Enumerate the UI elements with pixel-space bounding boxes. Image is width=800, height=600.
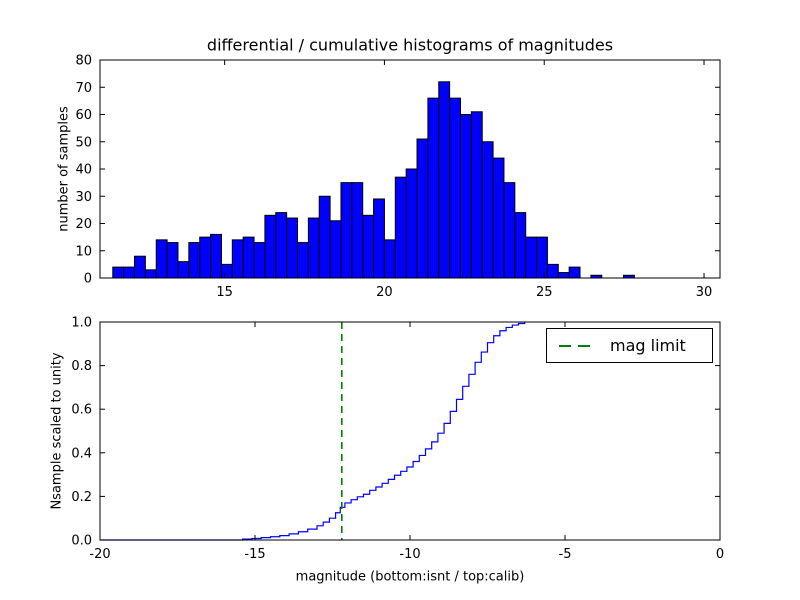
legend: mag limit [546, 328, 713, 363]
x-tick-label: -10 [399, 547, 420, 562]
histogram-bar [177, 261, 190, 279]
top-y-axis-label: number of samples [56, 106, 72, 232]
y-tick-label: 40 [75, 163, 92, 178]
histogram-bar [275, 212, 288, 279]
x-tick-label: 15 [216, 285, 233, 300]
histogram-bar [546, 263, 559, 279]
histogram-bar [318, 195, 331, 279]
x-tick-label: 0 [716, 547, 724, 562]
histogram-bar [329, 220, 342, 279]
x-tick-label: 20 [376, 285, 393, 300]
histogram-bar [231, 239, 244, 279]
histogram-bar [307, 217, 320, 279]
y-tick-label: 50 [75, 135, 92, 150]
histogram-bar [557, 272, 570, 279]
histogram-bar [514, 212, 527, 279]
legend-label: mag limit [610, 336, 686, 355]
histogram-bar [134, 255, 146, 279]
histogram-bar [394, 176, 407, 279]
histogram-bar [351, 182, 364, 279]
histogram-bar [112, 266, 125, 279]
histogram-bar [416, 138, 429, 279]
histogram-bar [470, 111, 483, 279]
histogram-bar [459, 114, 472, 279]
histogram-bar [438, 81, 451, 279]
histogram-bar [264, 214, 277, 279]
x-axis-label: magnitude (bottom:isnt / top:calib) [295, 569, 525, 585]
histogram-bar [427, 97, 440, 279]
y-tick-label: 1.0 [71, 316, 92, 331]
histogram-bar [340, 182, 353, 279]
y-tick-label: 0.6 [71, 403, 92, 418]
x-tick-label: 25 [536, 285, 553, 300]
histogram-bar [536, 236, 548, 279]
histogram-bar [492, 157, 505, 279]
y-tick-label: 30 [75, 190, 92, 205]
histogram-bar [405, 168, 418, 279]
histogram-bar [199, 236, 212, 279]
bottom-y-axis-label: Nsample scaled to unity [49, 352, 65, 510]
x-tick-label: -5 [559, 547, 572, 562]
histogram-bar [166, 242, 179, 279]
y-tick-label: 0.8 [71, 359, 92, 374]
histogram-bar [481, 141, 494, 279]
histogram-bar [123, 266, 136, 279]
histogram-bar [525, 236, 538, 279]
histogram-bar [210, 233, 222, 279]
y-tick-label: 20 [75, 217, 92, 232]
y-tick-label: 0.0 [71, 534, 92, 549]
histogram-bar [155, 239, 168, 279]
chart-title: differential / cumulative histograms of … [206, 35, 614, 55]
histogram-bar [503, 182, 516, 279]
histogram-bar [188, 242, 201, 279]
mag-limit-line-sample [559, 344, 597, 347]
histogram-bar [362, 214, 375, 279]
histogram-bar [449, 97, 461, 279]
cumulative-step-line [100, 322, 526, 541]
y-tick-label: 60 [75, 108, 92, 123]
y-tick-label: 0.2 [71, 490, 92, 505]
y-tick-label: 0 [84, 272, 92, 287]
histogram-bar [253, 242, 266, 279]
histogram-bar [373, 198, 385, 279]
histogram-bar [220, 263, 233, 279]
y-tick-label: 10 [75, 244, 92, 259]
y-tick-label: 0.4 [71, 446, 92, 461]
histogram-bar [383, 239, 396, 279]
x-tick-label: 30 [696, 285, 713, 300]
x-tick-label: -20 [89, 547, 110, 562]
y-tick-label: 70 [75, 81, 92, 96]
histogram-bar [568, 266, 581, 279]
x-tick-label: -15 [244, 547, 265, 562]
y-tick-label: 80 [75, 54, 92, 69]
histogram-bar [286, 217, 299, 279]
histogram-bar [242, 236, 255, 279]
histogram-bar [297, 242, 309, 279]
histogram-bar [144, 269, 157, 279]
